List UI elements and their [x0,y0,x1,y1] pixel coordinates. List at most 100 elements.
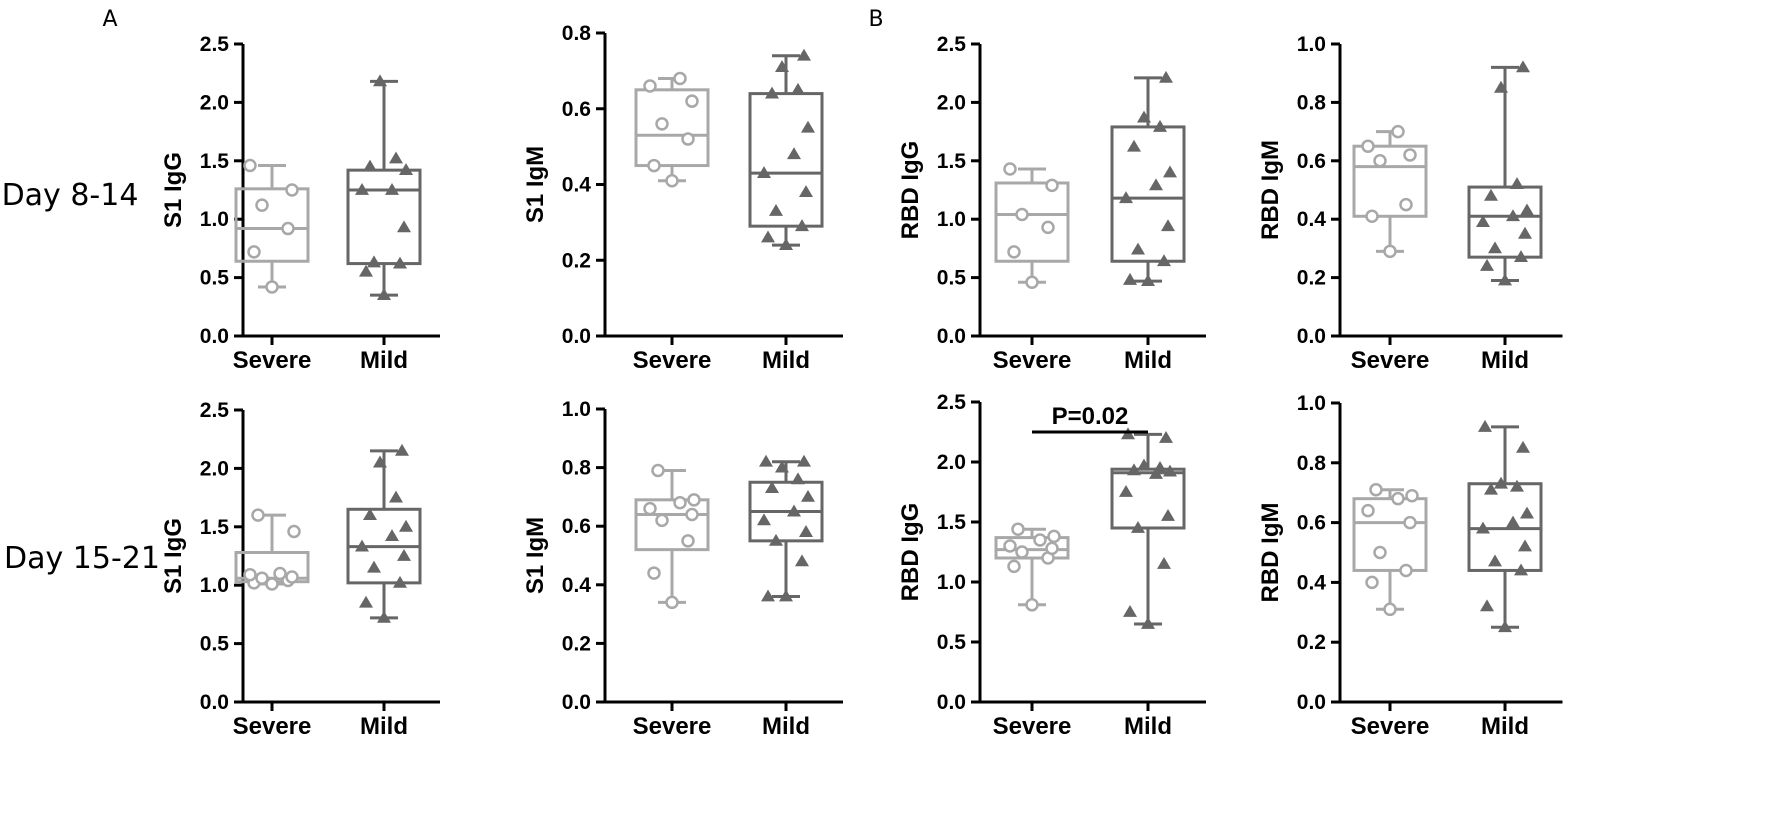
chart-4-rbd-igm-mild-point [1498,273,1512,286]
chart-7-rbd-igg-severe-point [1033,533,1047,547]
chart-3-rbd-igg-mild-point [1161,219,1175,232]
chart-7-rbd-igg-severe-point [1003,539,1017,553]
chart-8-rbd-igm-mild-point [1514,563,1528,576]
panel-label-b: B [868,7,883,32]
chart-8-rbd-igm-y-tick-label: 1.0 [1297,392,1326,415]
chart-4-rbd-igm-mild-point [1516,60,1530,73]
chart-7-rbd-igg-severe-point [1045,541,1059,556]
chart-4-rbd-igm-mild-point [1484,188,1498,201]
chart-4-rbd-igm-mild-point [1506,209,1520,222]
chart-6-s1-igm-y-tick-label: 1.0 [562,398,591,421]
chart-6-s1-igm-mild-point [779,589,793,602]
chart-6-s1-igm-mild-point [765,481,779,494]
chart-1-s1-igg-severe-point [247,245,261,259]
chart-8-rbd-igm-severe-point [1399,563,1413,578]
chart-7-rbd-igg-x-label-mild: Mild [1124,713,1172,740]
row-label-day-8-14: Day 8-14 [2,178,139,213]
chart-8-rbd-igm-severe-point [1373,545,1387,560]
chart-2-s1-igm-y-title: S1 IgM [522,146,549,223]
chart-5-s1-igg-severe-point [251,508,265,522]
chart-3-rbd-igg-mild-point [1157,254,1171,267]
chart-8-rbd-igm-severe-box [1352,497,1428,572]
chart-7-rbd-igg-p-value: P=0.02 [1052,403,1129,430]
chart-6-s1-igm-y-title: S1 IgM [522,517,549,594]
chart-6-s1-igm-mild-point [797,454,811,467]
chart-1-s1-igg-mild-box [346,168,422,266]
chart-5-s1-igg: 0.0 0.5 1.0 1.5 2.0 2.5 Severe Mild S1 IgG [160,399,440,740]
chart-6-s1-igm-severe-series [634,463,710,610]
chart-6-s1-igm-y-tick-label: 0.2 [562,632,591,655]
chart-2-s1-igm-severe-point [673,71,687,86]
chart-8-rbd-igm-y-tick-label: 0.0 [1297,691,1326,714]
chart-3-rbd-igg-x-label-mild: Mild [1124,347,1172,374]
chart-8-rbd-igm-y-tick-label: 0.6 [1297,512,1326,535]
chart-8-rbd-igm-mild-point [1480,599,1494,612]
chart-3-rbd-igg-mild-series [1110,70,1186,287]
chart-7-rbd-igg-y-tick-label: 2.5 [937,391,967,414]
chart-2-s1-igm-mild-point [779,238,793,250]
chart-4-rbd-igm-mild-box [1467,185,1543,259]
chart-2-s1-igm-severe-point [647,158,661,173]
chart-5-s1-igg-severe-point [285,570,299,584]
chart-6-s1-igm-y-tick-label: 0.0 [562,691,591,714]
chart-1-s1-igg-y-tick-label: 2.5 [200,33,230,56]
chart-8-rbd-igm-severe-point [1403,515,1417,530]
chart-8-rbd-igm-mild-point [1494,476,1508,489]
chart-6-s1-igm-severe-box [634,498,710,552]
chart-4-rbd-igm-y-tick-label: 0.8 [1297,91,1327,114]
chart-1-s1-igg-mild-point [359,264,373,277]
chart-5-s1-igg-x-label-severe: Severe [233,713,312,740]
chart-1-s1-igg-severe-series [234,158,310,294]
chart-8-rbd-igm-x-label-severe: Severe [1351,713,1430,740]
chart-3-rbd-igg-mild-point [1131,242,1145,255]
chart-4-rbd-igm-y-tick-label: 0.0 [1297,325,1326,348]
chart-8-rbd-igm-mild-point [1520,506,1534,519]
chart-3-rbd-igg-mild-point [1123,272,1137,285]
chart-3-rbd-igg-severe-point [1015,207,1029,222]
chart-5-s1-igg-severe-point [255,571,269,585]
chart-1-s1-igg-mild-point [377,288,391,301]
chart-5-s1-igg-x-label-mild: Mild [360,713,408,740]
chart-1-s1-igg-severe-point [281,221,295,236]
chart-1-s1-igg-mild-point [389,151,403,164]
chart-6-s1-igm-severe-point [665,595,679,610]
chart-7-rbd-igg: 0.0 0.5 1.0 1.5 2.0 2.5 Severe Mild RBD IgG P=0.0… [897,391,1206,740]
chart-7-rbd-igg-y-tick-label: 1.0 [937,571,966,594]
chart-1-s1-igg-x-label-severe: Severe [233,347,312,374]
chart-4-rbd-igm-mild-point [1494,80,1508,93]
chart-4-rbd-igm-mild-point [1476,215,1490,228]
chart-3-rbd-igg-severe-series [994,162,1070,290]
chart-6-s1-igm-mild-point [759,454,773,467]
chart-6-s1-igm-mild-point [801,489,815,502]
chart-2-s1-igm-mild-point [795,219,809,232]
chart-3-rbd-igg-y-tick-label: 0.0 [937,325,966,348]
chart-1-s1-igg-mild-point [367,255,381,268]
chart-4-rbd-igm-severe-point [1383,244,1397,259]
chart-7-rbd-igg-mild-point [1149,467,1163,479]
chart-7-rbd-igg-severe-point [1015,545,1029,559]
chart-6-s1-igm-severe-point [651,463,665,478]
chart-3-rbd-igg-severe-point [1003,162,1017,176]
chart-3-rbd-igg-mild-point [1149,178,1163,191]
chart-7-rbd-igg-mild-point [1153,461,1167,473]
chart-2-s1-igm-mild-point [797,48,811,61]
chart-6-s1-igm-mild-point [757,513,771,526]
chart-6-s1-igm-mild-point [761,589,775,602]
chart-2-s1-igm: 0.0 0.2 0.4 0.6 0.8 Severe Mild S1 IgM [522,22,843,374]
chart-5-s1-igg-mild-series [346,443,422,623]
chart-2-s1-igm-mild-box [748,92,824,228]
chart-4-rbd-igm-mild-point [1480,258,1494,271]
chart-7-rbd-igg-severe-point [1047,529,1061,544]
chart-5-s1-igg-mild-point [367,560,381,573]
chart-6-s1-igm-severe-point [673,496,687,510]
chart-4-rbd-igm-x-label-severe: Severe [1351,347,1430,374]
chart-6-s1-igm-y-tick-label: 0.6 [562,515,591,538]
chart-8-rbd-igm-severe-point [1405,488,1419,503]
chart-7-rbd-igg-mild-point [1137,458,1151,471]
chart-4-rbd-igm-severe-box [1352,144,1428,218]
chart-6-s1-igm-severe-point [643,501,657,516]
chart-3-rbd-igg-y-tick-label: 2.5 [937,33,967,56]
chart-8-rbd-igm-mild-point [1488,554,1502,567]
chart-5-s1-igg-y-tick-label: 1.5 [200,516,230,539]
chart-2-s1-igm-severe-box [634,88,710,168]
